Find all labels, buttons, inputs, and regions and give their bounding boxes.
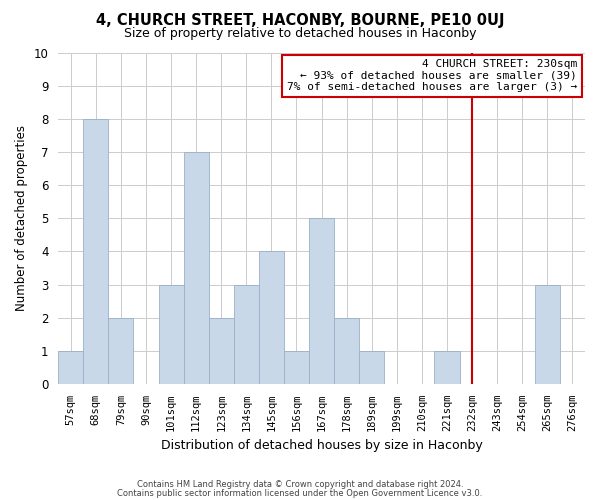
Bar <box>234 284 259 384</box>
X-axis label: Distribution of detached houses by size in Haconby: Distribution of detached houses by size … <box>161 440 482 452</box>
Bar <box>284 351 309 384</box>
Bar <box>309 218 334 384</box>
Bar <box>209 318 234 384</box>
Bar <box>58 351 83 384</box>
Bar <box>158 284 184 384</box>
Bar <box>184 152 209 384</box>
Bar <box>109 318 133 384</box>
Bar <box>359 351 384 384</box>
Text: 4, CHURCH STREET, HACONBY, BOURNE, PE10 0UJ: 4, CHURCH STREET, HACONBY, BOURNE, PE10 … <box>96 12 504 28</box>
Y-axis label: Number of detached properties: Number of detached properties <box>15 125 28 311</box>
Text: Size of property relative to detached houses in Haconby: Size of property relative to detached ho… <box>124 28 476 40</box>
Text: Contains HM Land Registry data © Crown copyright and database right 2024.: Contains HM Land Registry data © Crown c… <box>137 480 463 489</box>
Bar <box>334 318 359 384</box>
Bar <box>259 252 284 384</box>
Bar <box>535 284 560 384</box>
Text: Contains public sector information licensed under the Open Government Licence v3: Contains public sector information licen… <box>118 490 482 498</box>
Bar <box>434 351 460 384</box>
Bar <box>83 119 109 384</box>
Text: 4 CHURCH STREET: 230sqm
← 93% of detached houses are smaller (39)
7% of semi-det: 4 CHURCH STREET: 230sqm ← 93% of detache… <box>287 59 577 92</box>
